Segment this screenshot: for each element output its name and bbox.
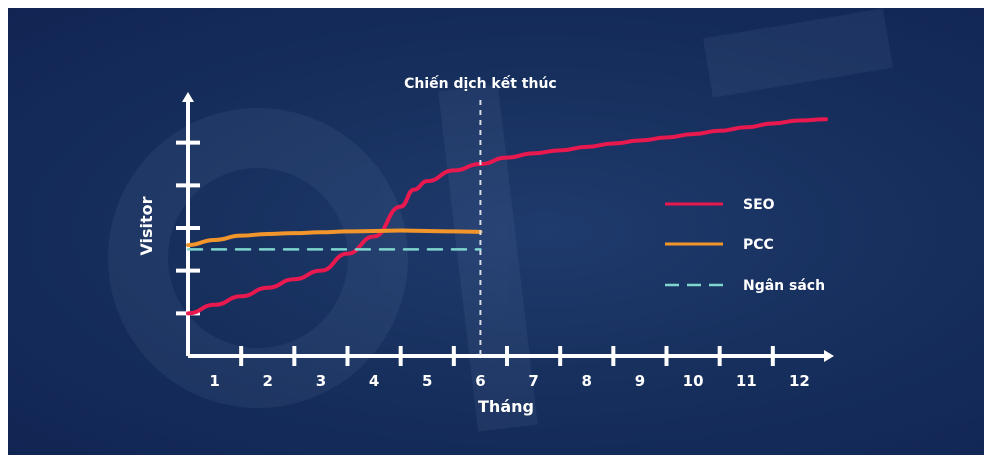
x-tick-label-6: 6 bbox=[475, 372, 485, 390]
legend-label-3: Ngân sách bbox=[743, 278, 825, 294]
x-axis-title: Tháng bbox=[478, 397, 534, 416]
annotation-layer: Chiến dịch kết thúc bbox=[404, 75, 557, 356]
campaign-end-label: Chiến dịch kết thúc bbox=[404, 75, 557, 92]
y-axis-title: Visitor bbox=[137, 196, 156, 255]
x-tick-label-1: 1 bbox=[209, 372, 219, 390]
axes: 1 2 3 4 5 6 7 8 9 10 11 12 bbox=[176, 92, 834, 390]
x-tick-label-11: 11 bbox=[736, 372, 757, 390]
x-tick-label-9: 9 bbox=[635, 372, 645, 390]
x-tick-label-2: 2 bbox=[263, 372, 273, 390]
x-tick-label-5: 5 bbox=[422, 372, 432, 390]
legend-label-1: SEO bbox=[743, 197, 775, 213]
x-tick-label-7: 7 bbox=[528, 372, 538, 390]
x-axis-arrow-icon bbox=[824, 350, 834, 362]
legend: SEO PCC Ngân sách bbox=[665, 197, 825, 294]
y-axis-arrow-icon bbox=[182, 92, 194, 102]
background-watermark bbox=[108, 8, 893, 432]
legend-label-2: PCC bbox=[743, 237, 774, 253]
chart-panel: 1 2 3 4 5 6 7 8 9 10 11 12 Chiến dịch kết thúc SEO P… bbox=[8, 8, 984, 455]
x-tick-label-10: 10 bbox=[683, 372, 704, 390]
series-line-1 bbox=[186, 117, 828, 316]
x-tick-label-3: 3 bbox=[316, 372, 326, 390]
series-line-2 bbox=[186, 228, 483, 248]
x-tick-label-4: 4 bbox=[369, 372, 379, 390]
x-tick-label-8: 8 bbox=[582, 372, 592, 390]
series-layer bbox=[186, 117, 828, 316]
x-tick-label-12: 12 bbox=[789, 372, 810, 390]
line-chart: 1 2 3 4 5 6 7 8 9 10 11 12 Chiến dịch kết thúc SEOP… bbox=[108, 8, 893, 432]
